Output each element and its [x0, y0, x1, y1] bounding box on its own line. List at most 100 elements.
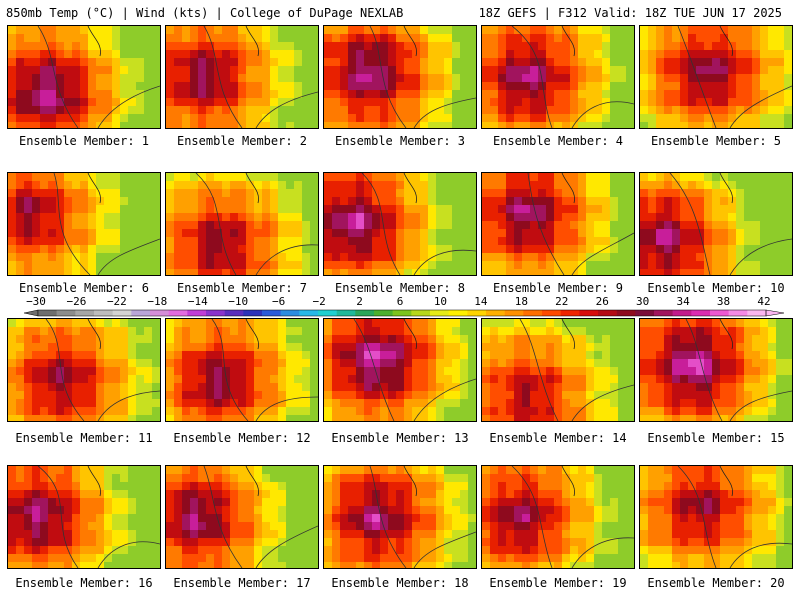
- colorbar-segment: [579, 310, 599, 316]
- ensemble-member-label: Ensemble Member: 13: [331, 431, 469, 445]
- colorbar-segment: [336, 310, 356, 316]
- colorbar-tick-label: 2: [356, 295, 363, 308]
- ensemble-member-label: Ensemble Member: 16: [15, 576, 153, 590]
- colorbar-segment: [56, 310, 76, 316]
- colorbar-tick-label: 22: [555, 295, 569, 308]
- colorbar-tick-label: −18: [147, 295, 168, 308]
- colorbar-tick-label: −10: [228, 295, 249, 308]
- temperature-field-map: [640, 466, 792, 568]
- colorbar-segment: [75, 310, 95, 316]
- ensemble-map-panel: [323, 25, 477, 129]
- temperature-field-map: [166, 173, 318, 275]
- colorbar-segment: [728, 310, 748, 316]
- valid-time: 18Z GEFS | F312 Valid: 18Z TUE JUN 17 20…: [478, 6, 782, 20]
- ensemble-map-panel: [481, 318, 635, 422]
- ensemble-member-label: Ensemble Member: 7: [176, 281, 308, 295]
- temperature-field-map: [324, 466, 476, 568]
- colorbar-tick-label: −22: [106, 295, 127, 308]
- ensemble-map-panel: [323, 318, 477, 422]
- ensemble-map-panel: [481, 25, 635, 129]
- colorbar-tick-label: −2: [312, 295, 326, 308]
- temperature-field-map: [166, 26, 318, 128]
- temperature-field-map: [8, 173, 160, 275]
- colorbar-tick-label: 26: [595, 295, 609, 308]
- colorbar-tick-label: 10: [433, 295, 448, 308]
- ensemble-map-panel: [165, 318, 319, 422]
- colorbar-segment: [467, 310, 487, 316]
- ensemble-map-panel: [639, 318, 793, 422]
- ensemble-map-panel: [7, 25, 161, 129]
- ensemble-map-panel: [481, 465, 635, 569]
- temperature-field-map: [324, 26, 476, 128]
- ensemble-map-panel: [7, 318, 161, 422]
- temperature-field-map: [640, 173, 792, 275]
- colorbar-segment: [243, 310, 263, 316]
- colorbar-segment: [616, 310, 636, 316]
- colorbar-tick-label: 18: [514, 295, 528, 308]
- ensemble-member-label: Ensemble Member: 6: [18, 281, 150, 295]
- temperature-field-map: [324, 173, 476, 275]
- colorbar-segment: [355, 310, 375, 316]
- ensemble-map-panel: [165, 25, 319, 129]
- ensemble-map-panel: [323, 172, 477, 276]
- colorbar-segment: [542, 310, 561, 316]
- ensemble-member-label: Ensemble Member: 2: [176, 134, 308, 148]
- temperature-field-map: [166, 319, 318, 421]
- colorbar-segment: [299, 310, 319, 316]
- colorbar-segment: [112, 310, 132, 316]
- ensemble-member-label: Ensemble Member: 1: [18, 134, 150, 148]
- colorbar-segment: [560, 310, 580, 316]
- colorbar-segment: [206, 310, 225, 316]
- colorbar-segment: [131, 310, 151, 316]
- temperature-field-map: [8, 26, 160, 128]
- ensemble-member-label: Ensemble Member: 10: [647, 281, 785, 295]
- ensemble-member-label: Ensemble Member: 3: [334, 134, 466, 148]
- colorbar-tick-label: 30: [636, 295, 650, 308]
- colorbar-min-arrow: [24, 309, 39, 317]
- temperature-field-map: [482, 466, 634, 568]
- ensemble-map-panel: [7, 465, 161, 569]
- temperature-colorbar: −30 −26 −22 −18 −14 −10 −6 −2 2 6 10 14 18 22 26 30 34 38…: [24, 296, 788, 320]
- colorbar-segment: [187, 310, 207, 316]
- ensemble-map-panel: [639, 25, 793, 129]
- colorbar-tick-label: −30: [26, 295, 46, 308]
- ensemble-member-label: Ensemble Member: 8: [334, 281, 466, 295]
- ensemble-member-label: Ensemble Member: 14: [489, 431, 627, 445]
- colorbar-max-arrow: [765, 309, 785, 317]
- colorbar-segment: [430, 310, 449, 316]
- ensemble-member-label: Ensemble Member: 12: [173, 431, 311, 445]
- colorbar-segment: [635, 310, 655, 316]
- ensemble-map-panel: [481, 172, 635, 276]
- ensemble-member-label: Ensemble Member: 9: [492, 281, 624, 295]
- colorbar-segment: [654, 310, 673, 316]
- colorbar-segment: [504, 310, 524, 316]
- ensemble-member-label: Ensemble Member: 17: [173, 576, 311, 590]
- colorbar-tick-label: −6: [272, 295, 286, 308]
- colorbar-tick-label: 38: [716, 295, 731, 308]
- colorbar-segment: [598, 310, 617, 316]
- ensemble-map-panel: [323, 465, 477, 569]
- temperature-field-map: [482, 319, 634, 421]
- colorbar-segment: [280, 310, 300, 316]
- ensemble-map-panel: [639, 172, 793, 276]
- ensemble-member-label: Ensemble Member: 20: [647, 576, 785, 590]
- temperature-field-map: [640, 319, 792, 421]
- temperature-field-map: [8, 319, 160, 421]
- product-title: 850mb Temp (°C) | Wind (kts) | College o…: [6, 6, 404, 20]
- colorbar-segment: [374, 310, 393, 316]
- ensemble-member-label: Ensemble Member: 19: [489, 576, 627, 590]
- ensemble-member-label: Ensemble Member: 18: [331, 576, 469, 590]
- colorbar-tick-label: 14: [474, 295, 488, 308]
- colorbar-segment: [38, 310, 57, 316]
- ensemble-map-panel: [7, 172, 161, 276]
- ensemble-map-panel: [639, 465, 793, 569]
- colorbar-tick-label: −14: [187, 295, 208, 308]
- colorbar-segment: [94, 310, 113, 316]
- temperature-field-map: [166, 466, 318, 568]
- colorbar-segment: [672, 310, 692, 316]
- colorbar-segment: [523, 310, 543, 316]
- colorbar-segment: [486, 310, 505, 316]
- ensemble-member-label: Ensemble Member: 11: [15, 431, 153, 445]
- colorbar-segment: [691, 310, 711, 316]
- temperature-field-map: [482, 26, 634, 128]
